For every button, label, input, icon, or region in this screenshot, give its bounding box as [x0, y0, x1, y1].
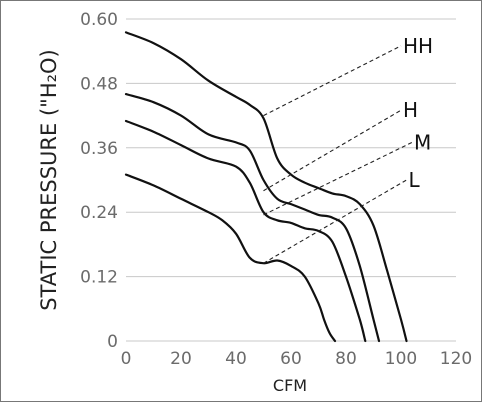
x-tick-label: 100 — [385, 349, 417, 369]
y-axis-title: STATIC PRESSURE ("H₂O) — [37, 49, 61, 311]
series-line-l — [124, 173, 337, 343]
y-tick-label: 0.12 — [80, 268, 118, 288]
curves — [124, 31, 408, 343]
x-tick-label: 20 — [170, 349, 192, 369]
x-tick-label: 40 — [225, 349, 247, 369]
grid — [126, 18, 456, 342]
leader-line-h — [263, 109, 402, 192]
label-leaders — [263, 45, 413, 264]
x-tick-label: 120 — [440, 349, 472, 369]
x-tick-label: 0 — [121, 349, 132, 369]
curve-label-hh: HH — [403, 34, 433, 58]
plot-area — [126, 19, 456, 341]
x-tick-label: 60 — [280, 349, 302, 369]
x-axis-title: CFM — [273, 376, 307, 395]
y-tick-label: 0.60 — [80, 10, 118, 30]
series-line-h — [124, 93, 381, 343]
series-line-m — [124, 119, 367, 343]
y-tick-label: 0.48 — [80, 74, 118, 94]
x-tick-labels: 0 20 40 60 80 100 120 — [121, 349, 473, 369]
curve-label-m: M — [414, 130, 431, 154]
series-line-hh — [124, 31, 408, 343]
x-tick-label: 80 — [335, 349, 357, 369]
y-tick-label: 0 — [107, 332, 118, 352]
y-tick-labels: 0 0.12 0.24 0.36 0.48 0.60 — [80, 10, 118, 352]
y-tick-label: 0.24 — [80, 203, 118, 223]
curve-label-h: H — [403, 98, 418, 122]
y-tick-label: 0.36 — [80, 139, 118, 159]
curve-label-l: L — [409, 168, 421, 192]
leader-line-hh — [263, 45, 402, 117]
